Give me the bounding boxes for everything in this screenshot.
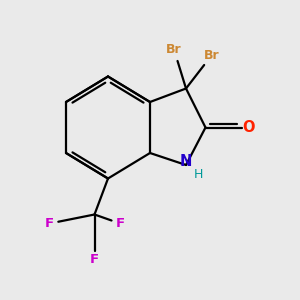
Text: F: F <box>116 217 124 230</box>
Text: Br: Br <box>204 49 219 62</box>
Text: O: O <box>242 120 254 135</box>
Text: Br: Br <box>166 43 182 56</box>
Text: N: N <box>180 154 192 169</box>
Text: F: F <box>90 253 99 266</box>
Text: H: H <box>194 167 203 181</box>
Text: F: F <box>45 217 54 230</box>
